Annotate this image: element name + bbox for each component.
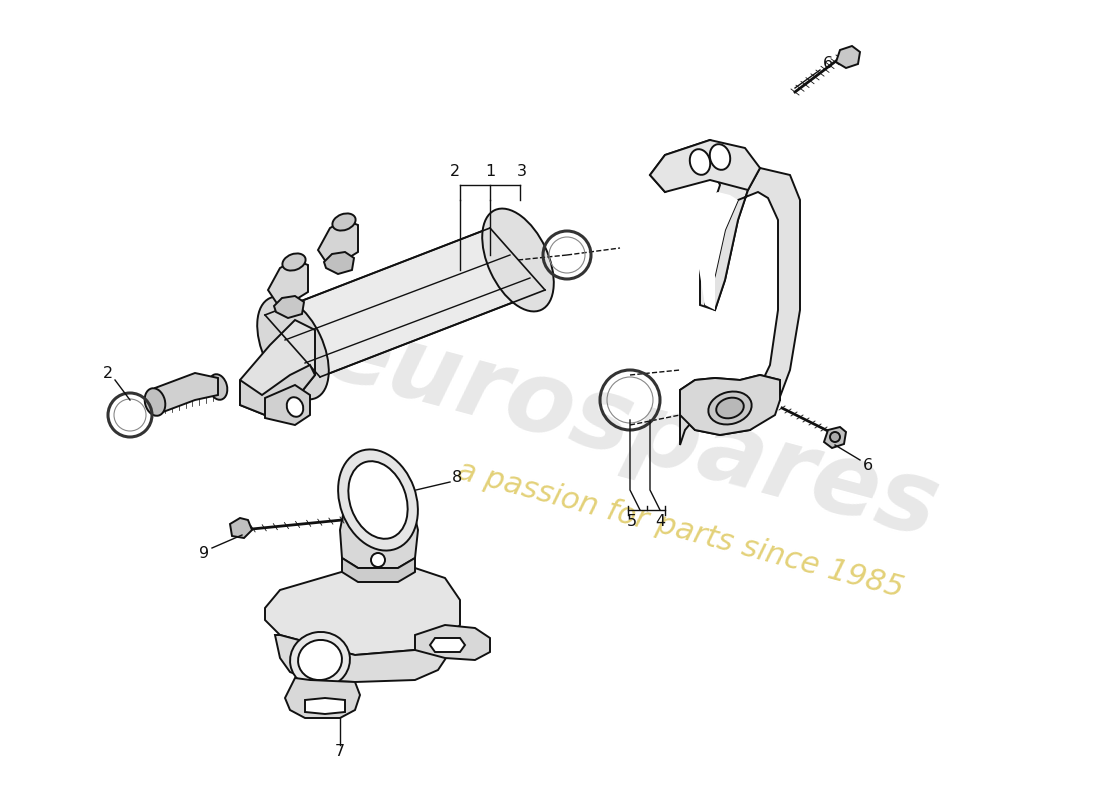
Ellipse shape	[371, 553, 385, 567]
Ellipse shape	[716, 398, 744, 418]
Polygon shape	[265, 385, 310, 425]
Polygon shape	[265, 568, 460, 655]
Polygon shape	[155, 373, 218, 415]
Polygon shape	[415, 625, 490, 660]
Text: 7: 7	[334, 745, 345, 759]
Ellipse shape	[209, 374, 228, 400]
Polygon shape	[340, 498, 418, 568]
Text: 6: 6	[862, 458, 873, 474]
Polygon shape	[680, 375, 780, 435]
Polygon shape	[240, 365, 315, 415]
Polygon shape	[430, 638, 465, 652]
Ellipse shape	[338, 450, 418, 550]
Ellipse shape	[145, 388, 165, 416]
Polygon shape	[836, 46, 860, 68]
Ellipse shape	[482, 209, 553, 311]
Polygon shape	[824, 427, 846, 448]
Ellipse shape	[257, 297, 329, 399]
Text: 9: 9	[199, 546, 209, 562]
Ellipse shape	[298, 640, 342, 680]
Polygon shape	[230, 518, 252, 538]
Polygon shape	[324, 252, 354, 274]
Polygon shape	[650, 140, 760, 192]
Polygon shape	[274, 296, 304, 318]
Ellipse shape	[830, 432, 840, 442]
Text: 4: 4	[654, 514, 666, 530]
Text: a passion for parts since 1985: a passion for parts since 1985	[453, 456, 906, 604]
Ellipse shape	[710, 144, 730, 170]
Polygon shape	[305, 698, 345, 714]
Polygon shape	[650, 140, 760, 310]
Text: 2: 2	[103, 366, 113, 381]
Polygon shape	[700, 192, 738, 310]
Polygon shape	[275, 635, 448, 682]
Polygon shape	[265, 228, 544, 377]
Text: eurospares: eurospares	[312, 302, 948, 558]
Polygon shape	[240, 320, 315, 415]
Polygon shape	[680, 168, 800, 435]
Text: 5: 5	[627, 514, 637, 530]
Ellipse shape	[332, 214, 355, 230]
Polygon shape	[285, 678, 360, 718]
Ellipse shape	[283, 254, 306, 270]
Polygon shape	[268, 260, 308, 305]
Text: 6: 6	[823, 57, 833, 71]
Text: 2: 2	[450, 165, 460, 179]
Polygon shape	[680, 375, 780, 445]
Ellipse shape	[290, 632, 350, 688]
Ellipse shape	[287, 398, 304, 417]
Ellipse shape	[708, 391, 751, 425]
Polygon shape	[318, 220, 358, 265]
Text: 1: 1	[485, 165, 495, 179]
Text: 3: 3	[517, 165, 527, 179]
Polygon shape	[342, 558, 415, 582]
Ellipse shape	[349, 462, 408, 538]
Text: 8: 8	[452, 470, 462, 485]
Ellipse shape	[690, 149, 711, 175]
